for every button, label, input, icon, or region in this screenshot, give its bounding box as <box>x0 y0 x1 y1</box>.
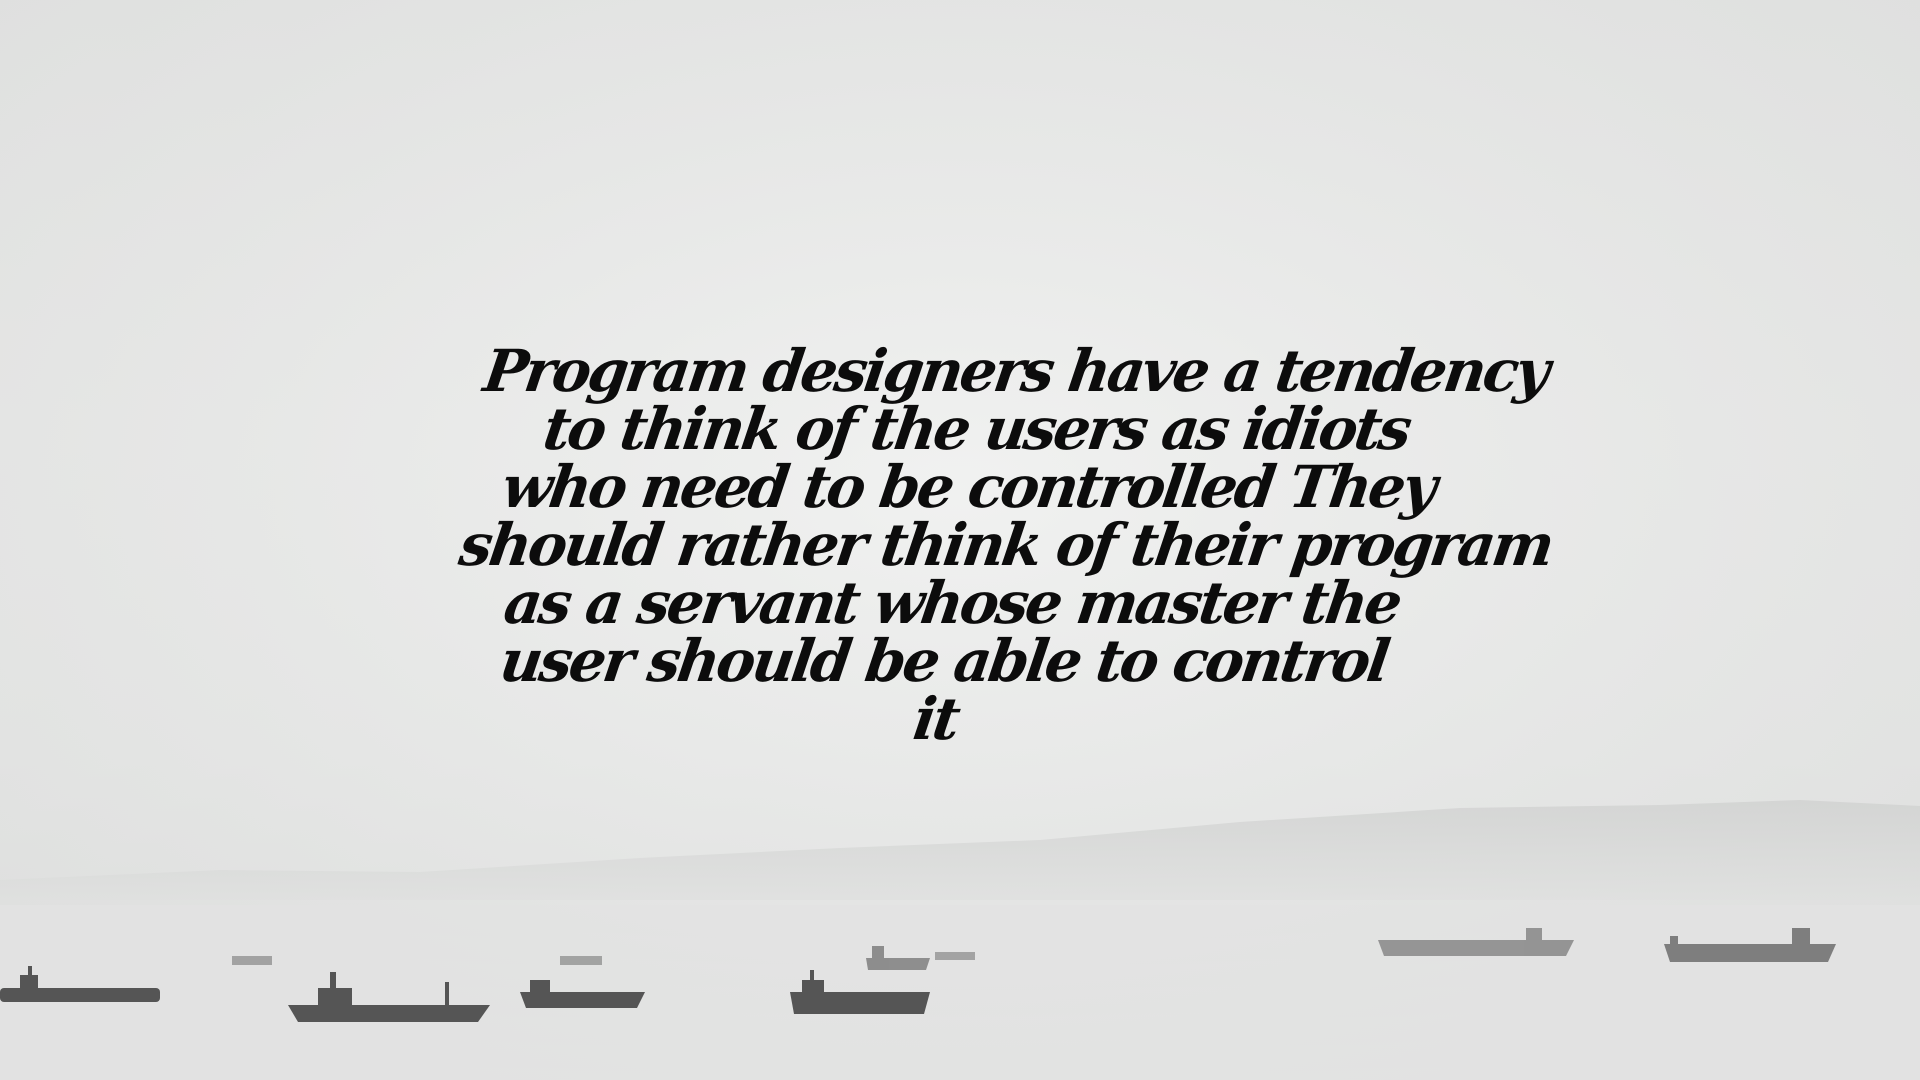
ship-3 <box>520 980 645 1008</box>
sea <box>0 905 1920 1080</box>
ship-2 <box>288 972 490 1022</box>
quote-line: it <box>909 685 962 753</box>
ship-8 <box>1664 928 1836 962</box>
ship-4 <box>790 970 930 1014</box>
ship-1 <box>0 966 160 1002</box>
quote-line: Program designers have a tendency <box>479 337 1552 405</box>
ship-6 <box>232 952 975 965</box>
ship-7 <box>1378 928 1574 956</box>
ship-5 <box>866 946 930 970</box>
quote-line: should rather think of their program <box>455 511 1556 579</box>
quote-line: as a servant whose master the <box>499 569 1404 637</box>
ships <box>0 928 1836 1022</box>
quote-text: Program designers have a tendency to thi… <box>431 337 1556 753</box>
quote-line: who need to be controlled They <box>497 453 1439 521</box>
quote-line: user should be able to control <box>496 627 1392 695</box>
distant-hills <box>0 800 1920 900</box>
quote-line: to think of the users as idiots <box>539 395 1414 463</box>
